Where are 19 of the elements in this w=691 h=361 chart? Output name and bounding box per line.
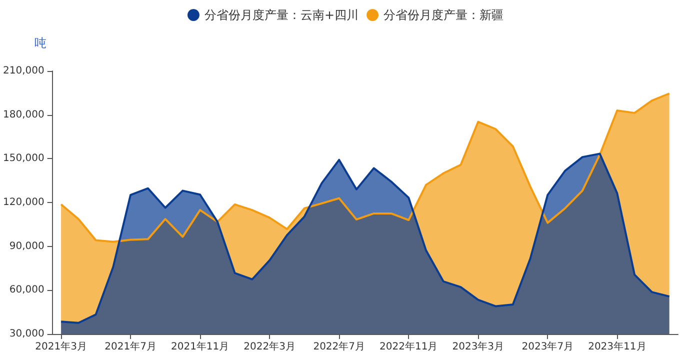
y-tick-label: 60,000 xyxy=(9,284,44,296)
x-tick-label: 2023年3月 xyxy=(452,340,504,352)
legend-label: 分省份月度产量：云南+四川 xyxy=(204,8,359,22)
y-tick-label: 210,000 xyxy=(2,66,44,76)
y-tick-label: 120,000 xyxy=(2,197,44,208)
x-tick-label: 2021年7月 xyxy=(104,340,156,352)
y-tick-label: 90,000 xyxy=(9,240,44,252)
x-tick-label: 2022年11月 xyxy=(380,340,438,352)
legend-label: 分省份月度产量：新疆 xyxy=(384,8,504,22)
x-tick-label: 2023年11月 xyxy=(588,340,646,352)
x-tick-label: 2023年7月 xyxy=(522,340,574,352)
x-tick-label: 2022年7月 xyxy=(313,340,366,352)
y-tick-label: 150,000 xyxy=(2,153,44,164)
y-tick-label: 180,000 xyxy=(2,109,44,120)
y-tick-label: 30,000 xyxy=(9,328,44,340)
x-tick-label: 2021年11月 xyxy=(170,340,230,352)
x-tick-label: 2021年3月 xyxy=(35,340,87,352)
y-axis-title: 吨 xyxy=(34,36,46,50)
x-tick-label: 2022年3月 xyxy=(244,340,296,352)
